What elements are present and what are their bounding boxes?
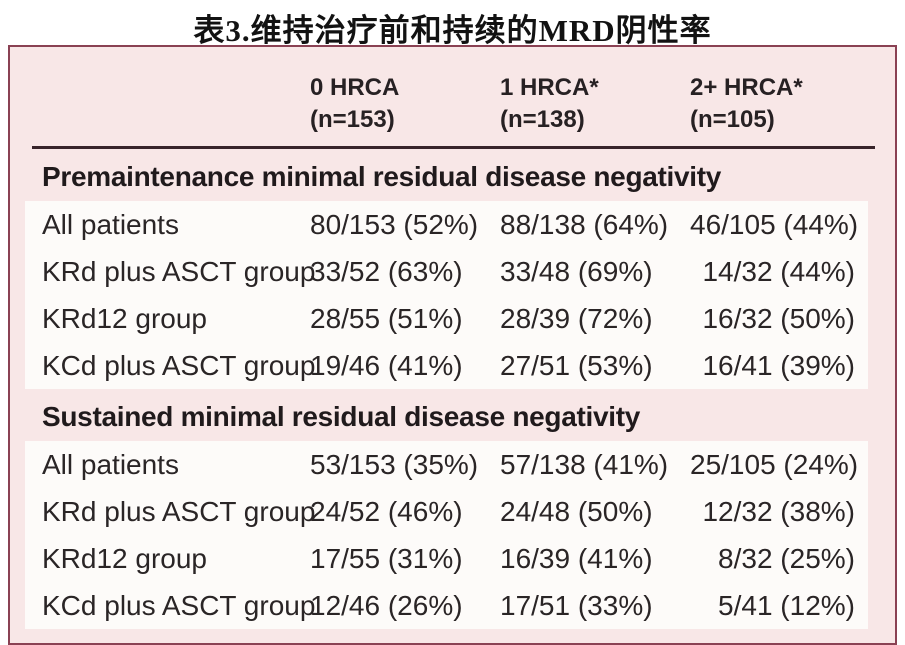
row-label: All patients	[42, 448, 179, 480]
column-header-0hrca-line2: (n=153)	[310, 106, 395, 133]
cell-0hrca: 12/46 (26%)	[310, 589, 463, 621]
cell-0hrca: 80/153 (52%)	[310, 208, 479, 240]
cell-0hrca: 24/52 (46%)	[310, 495, 463, 527]
section-header-sustained: Sustained minimal residual disease negat…	[42, 401, 641, 432]
cell-0hrca: 53/153 (35%)	[310, 448, 479, 480]
cell-2plus-hrca: 12/32 (38%)	[702, 495, 855, 527]
table-row: KRd plus ASCT group 33/52 (63%) 33/48 (6…	[25, 248, 868, 295]
row-label: All patients	[42, 208, 179, 240]
row-label: KRd12 group	[42, 542, 208, 574]
table-frame: 0 HRCA (n=153) 1 HRCA* (n=138) 2+ HRCA* …	[8, 45, 897, 645]
cell-1hrca: 17/51 (33%)	[500, 589, 653, 621]
cell-1hrca: 28/39 (72%)	[500, 302, 653, 334]
cell-0hrca: 19/46 (41%)	[310, 349, 463, 381]
column-header-stub	[42, 72, 310, 136]
cell-2plus-hrca: 8/32 (25%)	[718, 542, 855, 574]
row-label: KCd plus ASCT group	[42, 589, 316, 621]
cell-0hrca: 17/55 (31%)	[310, 542, 463, 574]
column-header-1hrca-line2: (n=138)	[500, 106, 585, 133]
table-row: All patients 53/153 (35%) 57/138 (41%) 2…	[25, 441, 868, 488]
table-row: KCd plus ASCT group 12/46 (26%) 17/51 (3…	[25, 582, 868, 629]
cell-0hrca: 28/55 (51%)	[310, 302, 463, 334]
rows-block-premaintenance: All patients 80/153 (52%) 88/138 (64%) 4…	[25, 201, 868, 389]
row-label: KRd plus ASCT group	[42, 255, 316, 287]
column-header-1hrca-line1: 1 HRCA*	[500, 74, 599, 101]
table-row: KRd12 group 28/55 (51%) 28/39 (72%) 16/3…	[25, 295, 868, 342]
column-header-2plus-hrca-line2: (n=105)	[690, 106, 775, 133]
cell-1hrca: 57/138 (41%)	[500, 448, 669, 480]
column-header-0hrca-line1: 0 HRCA	[310, 74, 400, 101]
row-label: KRd12 group	[42, 302, 208, 334]
section-header-premaintenance: Premaintenance minimal residual disease …	[42, 161, 722, 192]
cell-2plus-hrca: 16/32 (50%)	[702, 302, 855, 334]
cell-2plus-hrca: 14/32 (44%)	[702, 255, 855, 287]
cell-2plus-hrca: 5/41 (12%)	[718, 589, 855, 621]
column-header-2plus-hrca: 2+ HRCA* (n=105)	[690, 72, 855, 136]
table-title: 表3.维持治疗前和持续的MRD阴性率	[193, 13, 712, 48]
table-row: KRd plus ASCT group 24/52 (46%) 24/48 (5…	[25, 488, 868, 535]
column-header-2plus-hrca-line1: 2+ HRCA*	[690, 74, 803, 101]
row-label: KRd plus ASCT group	[42, 495, 316, 527]
table-row: All patients 80/153 (52%) 88/138 (64%) 4…	[25, 201, 868, 248]
column-header-0hrca: 0 HRCA (n=153)	[310, 72, 500, 136]
header-divider-rule	[32, 146, 875, 149]
column-header-row: 0 HRCA (n=153) 1 HRCA* (n=138) 2+ HRCA* …	[10, 47, 895, 136]
cell-1hrca: 88/138 (64%)	[500, 208, 669, 240]
cell-0hrca: 33/52 (63%)	[310, 255, 463, 287]
cell-2plus-hrca: 16/41 (39%)	[702, 349, 855, 381]
cell-2plus-hrca: 46/105 (44%)	[690, 208, 859, 240]
row-label: KCd plus ASCT group	[42, 349, 316, 381]
cell-1hrca: 33/48 (69%)	[500, 255, 653, 287]
cell-1hrca: 16/39 (41%)	[500, 542, 653, 574]
cell-1hrca: 24/48 (50%)	[500, 495, 653, 527]
table-row: KCd plus ASCT group 19/46 (41%) 27/51 (5…	[25, 342, 868, 389]
column-header-1hrca: 1 HRCA* (n=138)	[500, 72, 690, 136]
rows-block-sustained: All patients 53/153 (35%) 57/138 (41%) 2…	[25, 441, 868, 629]
table-row: KRd12 group 17/55 (31%) 16/39 (41%) 8/32…	[25, 535, 868, 582]
cell-1hrca: 27/51 (53%)	[500, 349, 653, 381]
cell-2plus-hrca: 25/105 (24%)	[690, 448, 859, 480]
